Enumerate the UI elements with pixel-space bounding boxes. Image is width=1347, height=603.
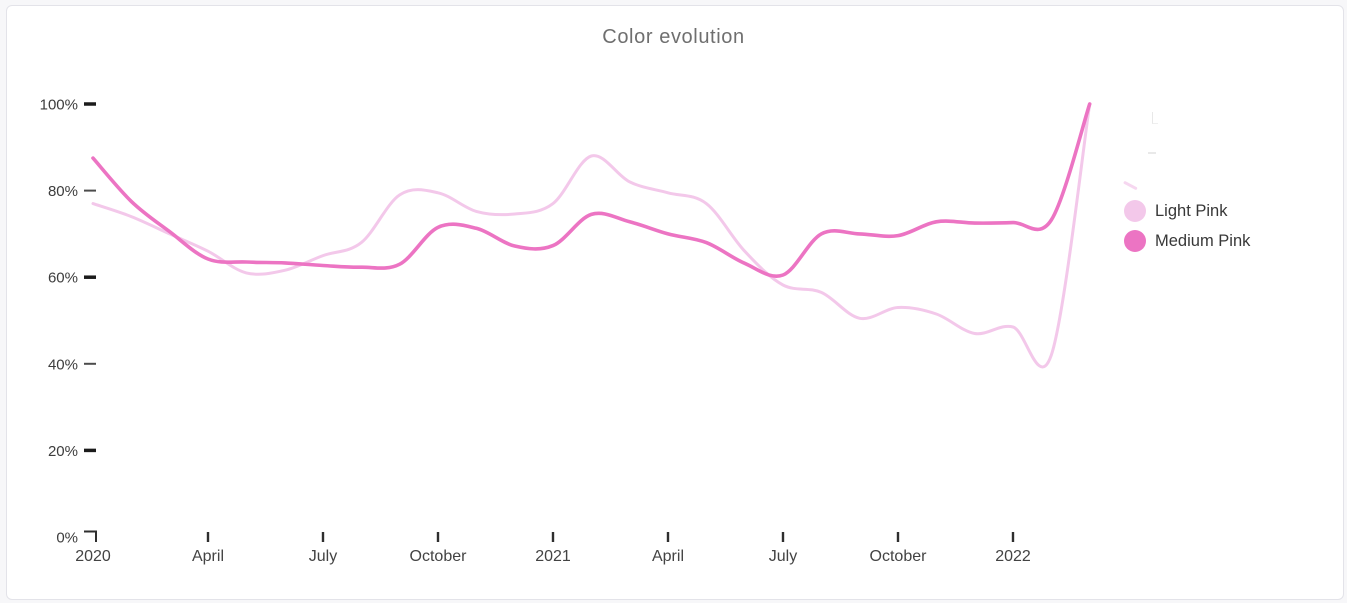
x-axis-tick-label: October [870, 548, 928, 565]
x-axis-tick-label: July [769, 548, 797, 565]
y-axis-tick-label: 60% [48, 270, 78, 287]
y-axis-tick-label: 20% [48, 443, 78, 460]
chart-title: Color evolution [602, 26, 745, 48]
series-line-light-pink[interactable] [91, 102, 1092, 369]
x-axis-tick-label: 2022 [995, 548, 1031, 565]
legend-item-light-pink[interactable]: Light Pink [1124, 196, 1250, 226]
series-line-medium-pink[interactable] [91, 102, 1092, 278]
legend-label: Light Pink [1155, 201, 1228, 220]
legend-ghost-artifact [1152, 112, 1158, 124]
legend-label: Medium Pink [1155, 231, 1251, 250]
y-axis-tick-label: 0% [56, 530, 78, 547]
axis-origin-corner [84, 530, 97, 542]
y-axis-tick-label: 40% [48, 356, 78, 373]
legend-swatch [1124, 200, 1146, 222]
chart-card [6, 5, 1344, 600]
legend-swatch [1124, 230, 1146, 252]
x-axis-tick-label: April [652, 548, 684, 565]
chart-legend: Light Pink Medium Pink [1124, 196, 1250, 256]
y-axis-tick-label: 80% [48, 183, 78, 200]
legend-ghost-artifact [1148, 152, 1156, 154]
x-axis-tick-label: 2021 [535, 548, 571, 565]
legend-item-medium-pink[interactable]: Medium Pink [1124, 226, 1250, 256]
x-axis-tick-label: July [309, 548, 337, 565]
x-axis-tick-label: April [192, 548, 224, 565]
x-axis-tick-label: October [410, 548, 468, 565]
x-axis-tick-label: 2020 [75, 548, 111, 565]
y-axis-tick-label: 100% [40, 97, 78, 114]
